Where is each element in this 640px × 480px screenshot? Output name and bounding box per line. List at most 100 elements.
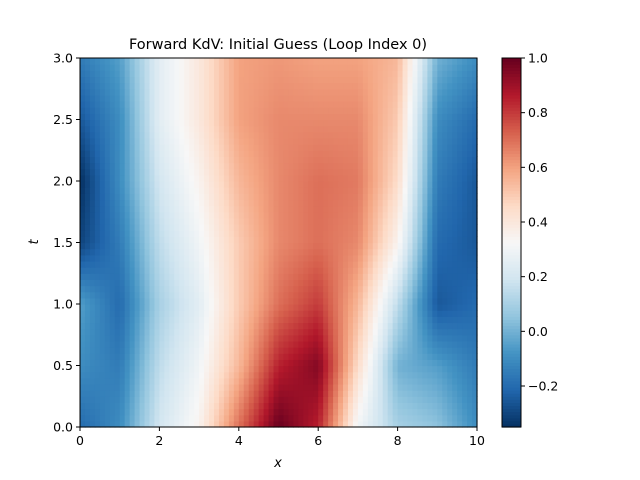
heatmap-cell bbox=[109, 193, 116, 201]
heatmap-cell bbox=[199, 353, 205, 360]
heatmap-cell bbox=[422, 131, 428, 139]
heatmap-cell bbox=[263, 242, 270, 250]
heatmap-cell bbox=[303, 267, 309, 274]
heatmap-cell bbox=[129, 340, 136, 348]
heatmap-cell bbox=[84, 217, 91, 225]
heatmap-cell bbox=[243, 58, 250, 65]
heatmap-cell bbox=[447, 230, 453, 237]
heatmap-cell bbox=[223, 316, 230, 324]
heatmap-cell bbox=[199, 285, 205, 293]
heatmap-cell bbox=[402, 119, 409, 127]
heatmap-cell bbox=[194, 174, 200, 182]
heatmap-cell bbox=[313, 64, 319, 71]
heatmap-cell bbox=[392, 88, 399, 96]
heatmap-cell bbox=[442, 359, 448, 367]
heatmap-cell bbox=[422, 402, 428, 410]
heatmap-cell bbox=[194, 353, 200, 360]
heatmap-cell bbox=[159, 365, 165, 373]
heatmap-cell bbox=[442, 291, 448, 299]
heatmap-cell bbox=[164, 390, 170, 397]
heatmap-cell bbox=[144, 260, 151, 268]
heatmap-cell bbox=[347, 334, 354, 342]
heatmap-cell bbox=[472, 119, 478, 127]
heatmap-cell bbox=[238, 377, 245, 385]
heatmap-cell bbox=[179, 254, 185, 262]
heatmap-cell bbox=[387, 402, 394, 410]
heatmap-cell bbox=[377, 291, 384, 299]
heatmap-cell bbox=[149, 125, 156, 133]
heatmap-cell bbox=[333, 383, 339, 391]
colorbar-segment bbox=[502, 414, 521, 419]
heatmap-cell bbox=[303, 340, 309, 348]
heatmap-cell bbox=[328, 137, 334, 145]
heatmap-cell bbox=[452, 371, 458, 379]
heatmap-cell bbox=[402, 107, 409, 114]
heatmap-cell bbox=[313, 211, 319, 219]
heatmap-cell bbox=[397, 279, 404, 287]
heatmap-cell bbox=[84, 267, 91, 274]
heatmap-cell bbox=[338, 82, 344, 90]
heatmap-cell bbox=[199, 181, 205, 188]
heatmap-cell bbox=[347, 193, 354, 201]
heatmap-cell bbox=[432, 101, 438, 108]
heatmap-cell bbox=[223, 137, 230, 145]
heatmap-cell bbox=[367, 187, 374, 194]
heatmap-cell bbox=[134, 119, 141, 127]
heatmap-cell bbox=[134, 297, 141, 305]
heatmap-cell bbox=[228, 236, 235, 244]
heatmap-cell bbox=[377, 383, 384, 391]
heatmap-cell bbox=[472, 273, 478, 280]
heatmap-cell bbox=[268, 113, 275, 121]
heatmap-cell bbox=[253, 181, 260, 188]
heatmap-cell bbox=[293, 125, 299, 133]
heatmap-cell bbox=[298, 347, 304, 354]
heatmap-cell bbox=[223, 58, 230, 65]
heatmap-cell bbox=[427, 390, 433, 397]
heatmap-cell bbox=[169, 420, 175, 428]
heatmap-cell bbox=[343, 193, 349, 201]
heatmap-cell bbox=[303, 254, 309, 262]
colorbar-segment bbox=[502, 377, 521, 382]
heatmap-cell bbox=[263, 205, 270, 213]
heatmap-cell bbox=[323, 131, 329, 139]
heatmap-cell bbox=[154, 316, 160, 324]
heatmap-cell bbox=[109, 396, 116, 403]
heatmap-cell bbox=[427, 168, 433, 176]
heatmap-cell bbox=[204, 322, 210, 330]
heatmap-cell bbox=[442, 181, 448, 188]
heatmap-cell bbox=[194, 273, 200, 280]
heatmap-cell bbox=[109, 113, 116, 121]
heatmap-cell bbox=[298, 156, 304, 164]
heatmap-cell bbox=[248, 334, 255, 342]
heatmap-cell bbox=[298, 94, 304, 102]
heatmap-cell bbox=[352, 328, 359, 336]
heatmap-cell bbox=[174, 414, 180, 422]
heatmap-cell bbox=[457, 365, 463, 373]
heatmap-cell bbox=[149, 377, 156, 385]
heatmap-cell bbox=[447, 205, 453, 213]
heatmap-cell bbox=[204, 131, 210, 139]
heatmap-cell bbox=[432, 322, 438, 330]
heatmap-cell bbox=[412, 297, 419, 305]
heatmap-cell bbox=[318, 310, 324, 317]
heatmap-cell bbox=[412, 242, 419, 250]
heatmap-cell bbox=[199, 402, 205, 410]
x-tick-label: 4 bbox=[235, 433, 243, 448]
heatmap-cell bbox=[343, 119, 349, 127]
heatmap-cell bbox=[233, 353, 240, 360]
heatmap-cell bbox=[139, 199, 146, 207]
heatmap-cell bbox=[412, 193, 419, 201]
heatmap-cell bbox=[382, 316, 389, 324]
heatmap-cell bbox=[283, 248, 290, 256]
heatmap-cell bbox=[442, 107, 448, 114]
heatmap-cell bbox=[99, 224, 106, 231]
heatmap-cell bbox=[228, 58, 235, 65]
heatmap-cell bbox=[422, 211, 428, 219]
heatmap-cell bbox=[387, 371, 394, 379]
heatmap-cell bbox=[84, 230, 91, 237]
heatmap-cell bbox=[233, 162, 240, 170]
heatmap-cell bbox=[194, 137, 200, 145]
heatmap-cell bbox=[333, 420, 339, 428]
heatmap-cell bbox=[124, 316, 131, 324]
heatmap-cell bbox=[238, 125, 245, 133]
